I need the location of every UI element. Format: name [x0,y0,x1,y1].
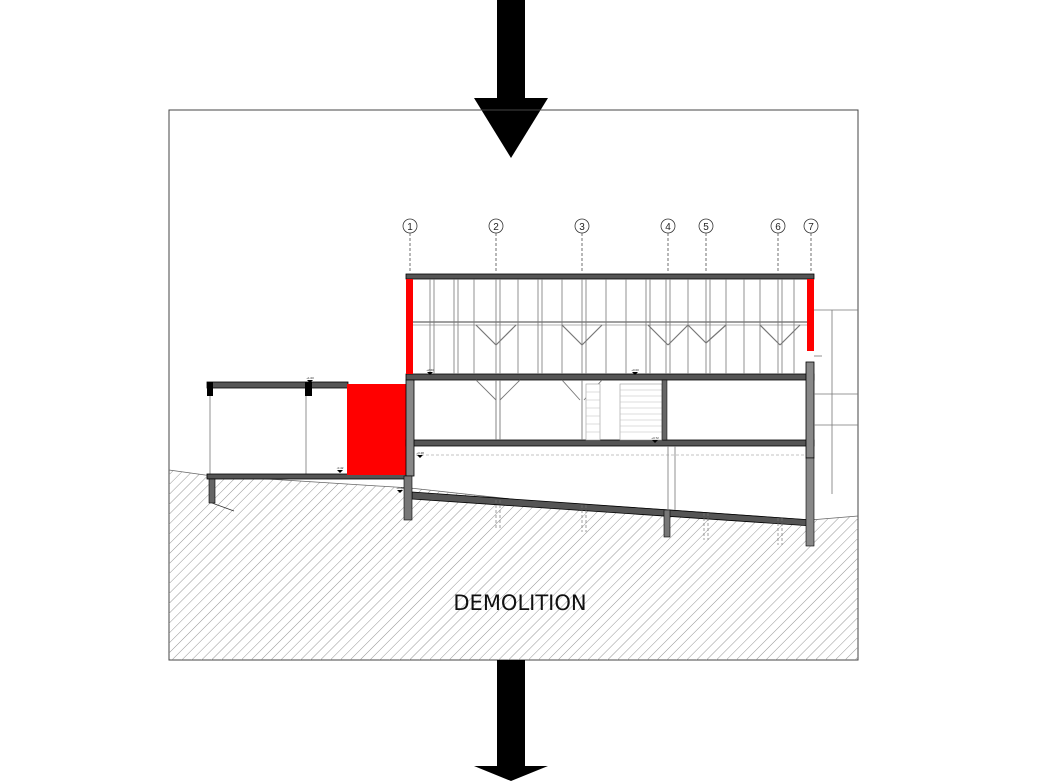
grid-axis-4: 4 [660,218,676,272]
grid-axis-label: 4 [665,222,671,233]
grid-axis-label: 6 [775,222,781,233]
section-label: DEMOLITION [453,591,586,615]
grid-bubble [698,218,714,234]
grid-axes: 1 2 3 4 5 6 7 [402,218,819,272]
grid-bubble [770,218,786,234]
ground-hatch [169,470,858,660]
grid-axis-6: 6 [770,218,786,272]
grid-bubble [660,218,676,234]
grid-axis-7: 7 [803,218,819,272]
level-marker [652,440,658,443]
grid-axis-5: 5 [698,218,714,272]
grid-axis-label: 3 [579,222,585,233]
level-label: +3.48 [416,451,424,455]
level-marker [632,372,638,375]
level-marker [307,380,313,383]
grid-axis-label: 1 [407,222,413,233]
demolition-wall-right [807,279,814,351]
level-label: +0.80 [396,486,404,490]
level-label: +1.00 [306,376,314,380]
demolition-wall-left [406,279,413,374]
grid-axis-2: 2 [488,218,504,272]
grid-bubble [488,218,504,234]
main-building [403,273,858,547]
level-marker [337,470,343,473]
grid-bubble [803,218,819,234]
grid-bubble [402,218,418,234]
level-label: +0.00 [631,368,639,372]
arrow-down-top [474,0,548,158]
demolition-block-annex [347,384,409,475]
arrow-down-bottom [474,660,548,781]
level-mark: +0.80 [396,486,404,493]
level-label: +2.60 [426,368,434,372]
level-mark: +3.48 [416,451,424,458]
level-mark: +2.60 [426,368,434,375]
level-mark: +3.72 [651,436,659,443]
grid-axis-label: 5 [703,222,709,233]
brick-infill-1 [585,383,601,441]
level-marker [427,372,433,375]
grid-axis-label: 2 [493,222,499,233]
grid-axis-label: 7 [808,222,814,233]
brick-infill-2 [619,383,663,441]
level-marker [397,490,403,493]
level-mark: +0.00 [631,368,639,375]
level-mark: +1.00 [306,376,314,383]
level-label: +3.72 [651,436,659,440]
grid-axis-3: 3 [574,218,590,272]
level-mark: -0.42 [337,466,344,473]
grid-bubble [574,218,590,234]
level-label: -0.42 [337,466,344,470]
grid-axis-1: 1 [402,218,418,272]
level-marker [417,455,423,458]
